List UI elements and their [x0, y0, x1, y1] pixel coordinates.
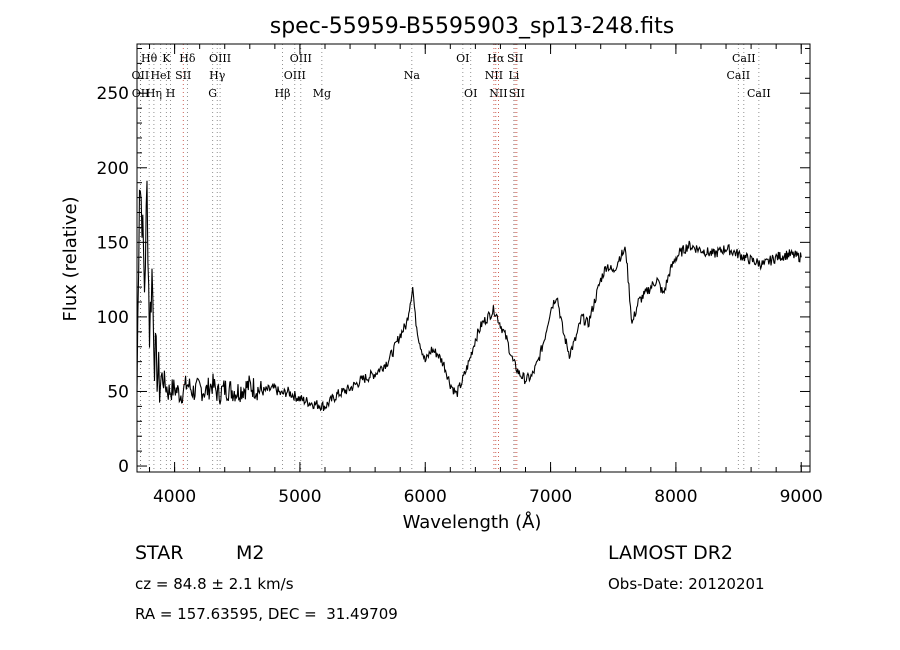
line-label-19: NII [485, 69, 503, 82]
line-label-25: CaII [726, 69, 750, 82]
y-tick-label-4: 200 [97, 159, 129, 179]
line-label-6: H [166, 87, 176, 100]
x-tick-label-2: 6000 [404, 487, 447, 507]
line-label-17: OI [456, 52, 469, 65]
line-label-8: Hδ [179, 52, 196, 65]
object-class: STAR [135, 542, 184, 564]
line-label-12: Hβ [275, 87, 291, 100]
y-tick-label-1: 50 [107, 382, 129, 402]
y-tick-label-3: 150 [97, 233, 129, 253]
x-tick-label-5: 9000 [780, 487, 823, 507]
line-label-20: Hα [487, 52, 505, 65]
object-subclass: M2 [236, 542, 265, 564]
chart-title: spec-55959-B5595903_sp13-248.fits [270, 14, 675, 39]
x-tick-label-4: 8000 [654, 487, 697, 507]
line-label-26: CaII [732, 52, 756, 65]
x-tick-label-1: 5000 [278, 487, 321, 507]
plot-frame [136, 43, 811, 473]
line-label-3: K [162, 52, 171, 65]
line-label-27: CaII [747, 87, 771, 100]
line-label-23: SII [507, 52, 523, 65]
line-label-16: Na [404, 69, 421, 82]
line-label-15: Mg [313, 87, 331, 100]
line-label-18: OI [464, 87, 477, 100]
x-axis-label: Wavelength (Å) [403, 511, 542, 533]
coordinates: RA = 157.63595, DEC = 31.49709 [135, 605, 398, 623]
spectrum-line [136, 180, 802, 412]
line-label-1: OII [132, 69, 150, 82]
line-label-5: HeI [150, 69, 170, 82]
x-tick-label-0: 4000 [153, 487, 196, 507]
x-tick-label-3: 7000 [529, 487, 572, 507]
line-label-24: SII [509, 87, 525, 100]
survey-label: LAMOST DR2 [608, 542, 733, 564]
redshift-readout: cz = 84.8 ± 2.1 km/s [135, 575, 294, 593]
line-label-0: Hθ [141, 52, 158, 65]
y-tick-label-2: 100 [97, 308, 129, 328]
y-tick-label-0: 0 [118, 457, 129, 477]
line-label-14: OIII [290, 52, 312, 65]
line-label-22: Li [508, 69, 519, 82]
line-label-7: SII [175, 69, 191, 82]
obs-date: Obs-Date: 20120201 [608, 575, 765, 593]
line-label-11: G [208, 87, 217, 100]
line-label-21: NII [489, 87, 507, 100]
y-axis: 0 50 100 150 200 250 [97, 47, 810, 477]
y-axis-label: Flux (relative) [60, 196, 81, 321]
line-label-4: Hη [146, 87, 162, 100]
line-label-13: OIII [284, 69, 306, 82]
y-tick-label-5: 250 [97, 84, 129, 104]
line-label-9: OIII [209, 52, 231, 65]
line-label-10: Hγ [209, 69, 226, 82]
x-axis: 4000 5000 6000 7000 8000 9000 [149, 44, 823, 507]
